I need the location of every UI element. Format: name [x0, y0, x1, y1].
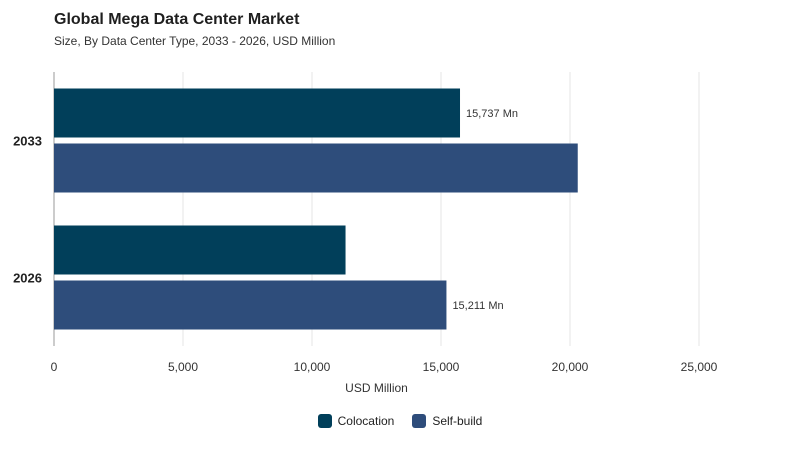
bar-2033-colocation [54, 88, 461, 138]
legend-label-self-build: Self-build [432, 414, 483, 428]
x-tick-label: 25,000 [681, 360, 718, 374]
x-tick-label: 15,000 [423, 360, 460, 374]
chart-subtitle: Size, By Data Center Type, 2033 - 2026, … [54, 34, 336, 48]
chart-legend: Colocation Self-build [0, 414, 800, 428]
x-tick-label: 5,000 [168, 360, 198, 374]
x-tick-label: 20,000 [552, 360, 589, 374]
legend-swatch-colocation [317, 414, 332, 428]
legend-label-colocation: Colocation [337, 414, 395, 428]
legend-item-self-build[interactable]: Self-build [412, 414, 482, 428]
chart-title: Global Mega Data Center Market [54, 11, 300, 28]
bar-2026-colocation [54, 225, 346, 275]
bar-2033-self-build [54, 143, 578, 193]
x-tick-label: 0 [51, 360, 58, 374]
data-label: 15,211 Mn [452, 300, 503, 312]
x-axis-title: USD Million [345, 381, 408, 395]
bar-2026-self-build [54, 280, 447, 330]
legend-item-colocation[interactable]: Colocation [317, 414, 395, 428]
x-tick-label: 10,000 [294, 360, 331, 374]
data-label: 15,737 Mn [466, 108, 518, 120]
category-label: 2026 [13, 271, 42, 286]
legend-swatch-self-build [412, 414, 427, 428]
category-label: 2033 [13, 134, 42, 149]
